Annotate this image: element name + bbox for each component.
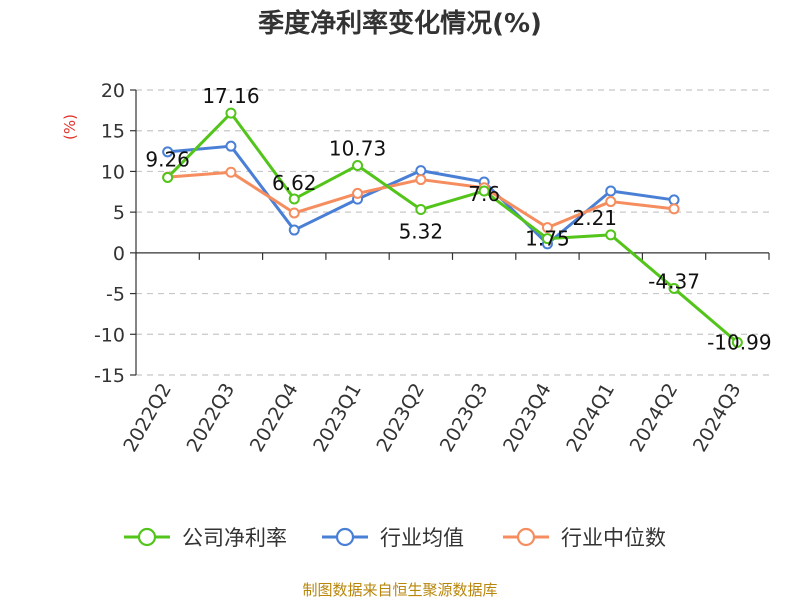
- data-point[interactable]: [605, 185, 617, 197]
- data-point[interactable]: [605, 229, 617, 241]
- data-label: 10.73: [329, 136, 386, 160]
- legend[interactable]: 公司净利率 行业均值 行业中位数: [124, 526, 666, 550]
- y-tick-label: -10: [94, 324, 125, 346]
- data-labels: 9.26 17.16 6.62 10.73 5.32 7.6 1.752.21 -4.37 -1…: [145, 84, 771, 354]
- data-label: 17.16: [202, 84, 259, 108]
- data-point[interactable]: [288, 193, 300, 205]
- legend-label: 行业中位数: [561, 526, 666, 550]
- data-label: -10.99: [707, 330, 771, 354]
- data-point[interactable]: [541, 222, 553, 234]
- data-point[interactable]: [225, 166, 237, 178]
- source-note: 制图数据来自恒生聚源数据库: [302, 581, 497, 599]
- y-axis-unit-label: (%): [61, 114, 79, 140]
- data-label: 5.32: [399, 220, 444, 244]
- axes: [135, 90, 769, 375]
- data-point[interactable]: [225, 107, 237, 119]
- data-point[interactable]: [162, 146, 174, 158]
- y-tick-label: 15: [101, 121, 125, 143]
- data-label: 9.26: [145, 147, 190, 171]
- y-tick-label: 10: [101, 161, 125, 183]
- legend-marker-icon: [137, 527, 157, 547]
- legend-item[interactable]: 行业均值: [322, 526, 464, 550]
- x-tick-label: 2024Q2: [626, 380, 683, 456]
- gridlines: [136, 89, 769, 376]
- x-tick-label: 2022Q3: [183, 380, 240, 456]
- y-tick-label: 0: [113, 243, 125, 265]
- data-label: 6.62: [272, 171, 317, 195]
- series-points: [162, 107, 743, 348]
- data-label: -4.37: [648, 269, 700, 293]
- data-point[interactable]: [225, 140, 237, 152]
- data-point[interactable]: [352, 187, 364, 199]
- y-tick-label: 20: [101, 80, 125, 102]
- legend-marker-icon: [335, 527, 355, 547]
- data-point[interactable]: [352, 159, 364, 171]
- legend-marker-icon: [516, 527, 536, 547]
- series-lines: [166, 111, 739, 344]
- data-point[interactable]: [415, 165, 427, 177]
- x-tick-label: 2023Q1: [309, 380, 366, 456]
- data-point[interactable]: [668, 203, 680, 215]
- legend-label: 公司净利率: [182, 526, 287, 550]
- x-tick-label: 2022Q2: [119, 380, 176, 456]
- data-point[interactable]: [605, 196, 617, 208]
- data-point[interactable]: [541, 233, 553, 245]
- y-tick-label: 5: [113, 202, 125, 224]
- x-tick-label: 2023Q4: [499, 380, 556, 456]
- series-line: [166, 111, 739, 344]
- data-point[interactable]: [288, 207, 300, 219]
- x-tick-label: 2024Q1: [562, 380, 619, 456]
- data-point[interactable]: [288, 224, 300, 236]
- chart-title: 季度净利率变化情况(%): [258, 8, 542, 39]
- data-label: 2.21: [572, 206, 617, 230]
- y-axis-ticks: 20 15 10 5 0 -5 -10 -15: [94, 80, 136, 387]
- x-tick-label: 2022Q4: [246, 380, 303, 456]
- y-tick-label: -15: [94, 365, 125, 387]
- legend-label: 行业均值: [380, 526, 464, 550]
- data-point[interactable]: [415, 174, 427, 186]
- data-point[interactable]: [668, 282, 680, 294]
- data-point[interactable]: [478, 185, 490, 197]
- legend-item[interactable]: 行业中位数: [503, 526, 666, 550]
- x-tick-label: 2024Q3: [689, 380, 746, 456]
- x-tick-label: 2023Q3: [436, 380, 493, 456]
- data-label: 1.75: [525, 227, 570, 251]
- data-point[interactable]: [731, 336, 743, 348]
- data-point[interactable]: [668, 194, 680, 206]
- x-tick-label: 2023Q2: [372, 380, 429, 456]
- data-point[interactable]: [162, 171, 174, 183]
- y-tick-label: -5: [106, 284, 125, 306]
- data-label: 7.6: [468, 182, 500, 206]
- legend-item[interactable]: 公司净利率: [124, 526, 287, 550]
- data-point[interactable]: [415, 204, 427, 216]
